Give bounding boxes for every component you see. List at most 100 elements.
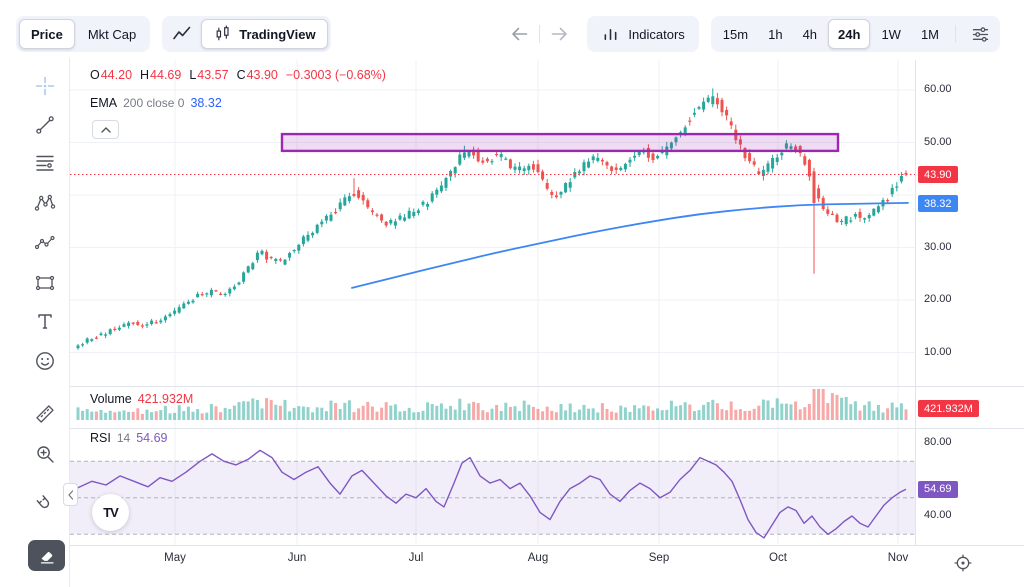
high-label: H (140, 68, 150, 82)
open-value: 44.20 (100, 68, 133, 82)
chart-settings-button[interactable] (963, 19, 997, 49)
high-value: 44.69 (150, 68, 182, 82)
open-label: O (90, 68, 100, 82)
legend-collapse-button[interactable] (92, 120, 119, 139)
ruler-icon (36, 405, 54, 423)
price-axis-label: 30.00 (924, 240, 952, 253)
tool-elliott-wave[interactable] (33, 231, 57, 255)
chart-style-segment: TradingView (162, 16, 331, 52)
close-value: 43.90 (246, 68, 278, 82)
price-axis-label: 50.00 (924, 135, 952, 148)
magnet-icon (36, 495, 50, 509)
time-axis-label: Aug (527, 552, 549, 564)
timeframe-divider (955, 25, 956, 43)
line-chart-icon (173, 26, 191, 40)
sidebar-collapse-handle[interactable] (63, 483, 78, 506)
last-price-badge: 43.90 (918, 166, 958, 183)
xabcd-pattern-icon (34, 194, 56, 211)
forward-button[interactable] (545, 19, 575, 49)
back-button[interactable] (504, 19, 534, 49)
rectangle-icon (35, 275, 55, 291)
ema-legend: EMA 200 close 0 38.32 (90, 96, 222, 110)
close-label: C (236, 68, 246, 82)
timeframe-24h[interactable]: 24h (828, 19, 871, 49)
rsi-legend: RSI 14 54.69 (90, 431, 167, 445)
tool-crosshair[interactable] (33, 74, 57, 98)
indicators-icon (604, 28, 617, 40)
tradingview-label: TradingView (239, 26, 316, 42)
change-value: −0.3003 (−0.68%) (285, 68, 386, 82)
rsi-axis-label: 80.00 (924, 436, 952, 448)
chevron-up-icon (100, 126, 111, 133)
timeframe-buttons: 15m 1h 4h 24h 1W 1M (714, 19, 948, 49)
volume-value-badge: 421.932M (918, 400, 979, 417)
open-pair: O 44.20 (90, 68, 132, 82)
time-axis-label: Jul (408, 552, 424, 564)
line-chart-button[interactable] (165, 19, 199, 49)
timeframe-15m[interactable]: 15m (714, 19, 757, 49)
toolbar-right: Indicators 15m 1h 4h 24h 1W 1M (504, 16, 1000, 52)
mktcap-tab[interactable]: Mkt Cap (77, 19, 147, 49)
rsi-value: 54.69 (136, 431, 168, 445)
tool-ruler[interactable] (33, 402, 57, 426)
rsi-value-badge: 54.69 (918, 480, 958, 498)
price-axis-label: 10.00 (924, 345, 952, 358)
time-axis-label: Sep (648, 552, 670, 564)
top-toolbar: Price Mkt Cap TradingView (0, 0, 1024, 58)
time-scale[interactable]: May Jun Jul Aug Sep Oct Nov (0, 546, 1024, 587)
price-scale[interactable]: 60.00 50.00 30.00 20.00 10.00 80.00 40.00 43.90… (915, 0, 1024, 587)
rsi-axis-label: 40.00 (924, 509, 952, 521)
ema-value-badge: 38.32 (918, 195, 958, 213)
ema-name: EMA (90, 96, 118, 110)
high-pair: H 44.69 (140, 68, 181, 82)
chevron-left-icon (68, 489, 74, 500)
tool-xabcd-pattern[interactable] (33, 191, 57, 215)
tool-trend-line[interactable] (33, 113, 57, 137)
eraser-button[interactable] (28, 540, 65, 571)
low-label: L (189, 68, 197, 82)
tool-horizontal-lines[interactable] (33, 151, 57, 175)
price-tab[interactable]: Price (19, 19, 75, 49)
history-nav (504, 19, 575, 49)
time-axis-label: Jun (287, 552, 307, 564)
rsi-params: 14 (116, 431, 131, 445)
ohlc-legend: O 44.20 H 44.69 L 43.57 C 43.90 −0.3003 (−0.… (90, 68, 386, 82)
volume-value: 421.932M (137, 392, 194, 406)
tool-magnet[interactable] (33, 492, 57, 516)
price-axis-label: 60.00 (924, 83, 952, 95)
indicators-button[interactable]: Indicators (587, 16, 699, 52)
text-icon (38, 314, 52, 329)
sliders-icon (972, 26, 988, 42)
volume-name: Volume (90, 392, 132, 406)
tool-text[interactable] (33, 309, 57, 333)
volume-legend: Volume 421.932M (90, 392, 193, 406)
close-pair: C 43.90 (237, 68, 278, 82)
tool-emoji[interactable] (33, 349, 57, 373)
timeframe-1h[interactable]: 1h (759, 19, 791, 49)
tool-zoom-in[interactable] (33, 442, 57, 466)
toolbar-left: Price Mkt Cap TradingView (16, 16, 331, 52)
timeframe-4h[interactable]: 4h (794, 19, 826, 49)
ema-params: 200 close 0 (123, 96, 185, 110)
scale-target-button[interactable] (951, 552, 975, 576)
tool-rectangle[interactable] (33, 271, 57, 295)
horizontal-lines-icon (36, 155, 54, 171)
tradingview-logo: TV (103, 505, 119, 520)
arrow-left-icon (512, 27, 528, 41)
arrow-right-icon (552, 27, 568, 41)
eraser-icon (40, 551, 54, 564)
zoom-in-icon (37, 446, 54, 463)
ema-value: 38.32 (190, 96, 222, 110)
price-mktcap-segment: Price Mkt Cap (16, 16, 151, 52)
drawing-toolbar (0, 58, 70, 587)
target-icon (954, 554, 972, 572)
tradingview-tab[interactable]: TradingView (201, 19, 328, 49)
low-pair: L 43.57 (189, 68, 228, 82)
timeframe-segment: 15m 1h 4h 24h 1W 1M (710, 16, 1000, 52)
time-axis-label: Nov (887, 552, 909, 564)
rsi-name: RSI (90, 431, 111, 445)
timeframe-1W[interactable]: 1W (872, 19, 910, 49)
timeframe-1M[interactable]: 1M (912, 19, 948, 49)
